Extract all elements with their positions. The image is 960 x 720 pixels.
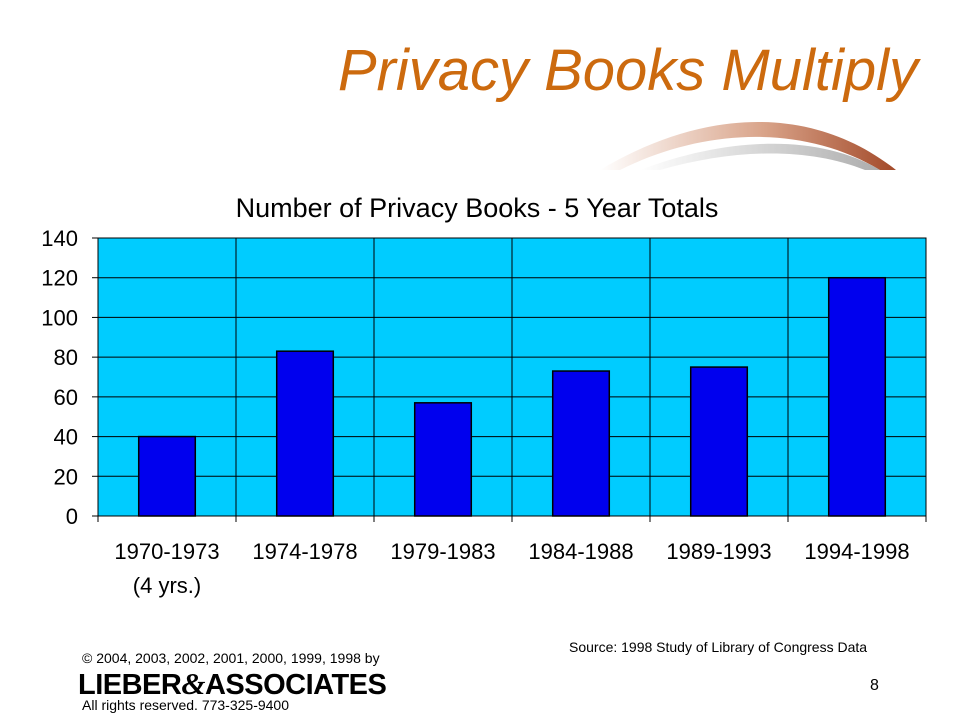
copyright-notice: © 2004, 2003, 2002, 2001, 2000, 1999, 19…: [82, 650, 380, 666]
bar-1979-1983: [413, 402, 473, 517]
bar-1989-1993: [689, 366, 749, 517]
x-tick-label: 1979-1983: [390, 539, 495, 564]
y-tick-label: 40: [54, 425, 78, 450]
logo-text-right: ASSOCIATES: [204, 669, 387, 701]
y-tick-label: 0: [66, 504, 78, 529]
source-note: Source: 1998 Study of Library of Congres…: [569, 639, 868, 655]
slide-title: Privacy Books Multiply: [337, 38, 918, 103]
y-tick-label: 120: [41, 266, 78, 291]
bar-1984-1988: [551, 370, 611, 517]
x-tick-label: 1974-1978: [252, 539, 357, 564]
bar-1974-1978: [275, 350, 335, 517]
x-tick-label: 1989-1993: [666, 539, 771, 564]
x-tick-label: 1994-1998: [804, 539, 909, 564]
chart-title: Number of Privacy Books - 5 Year Totals: [236, 193, 719, 223]
bars: [137, 276, 887, 517]
y-tick-label: 100: [41, 305, 78, 330]
page-number: 8: [870, 677, 879, 694]
y-tick-label: 60: [54, 385, 78, 410]
y-tick-label: 80: [54, 345, 78, 370]
rights-notice: All rights reserved. 773-325-9400: [82, 697, 290, 713]
x-tick-label: 1970-1973: [114, 539, 219, 564]
y-tick-label: 20: [54, 464, 78, 489]
logo-ampersand: &: [181, 666, 205, 701]
company-logo: LIEBER&ASSOCIATES: [78, 666, 387, 701]
bar-1970-1973: [137, 435, 197, 517]
bar-1994-1998: [827, 276, 887, 517]
y-tick-label: 140: [41, 226, 78, 251]
y-axis-tick-labels: 0 20 40 60 80 100 120 140: [41, 226, 78, 529]
x-tick-note: (4 yrs.): [133, 573, 201, 598]
logo-text-left: LIEBER: [78, 669, 182, 701]
grid-lines: [92, 237, 927, 522]
x-axis-tick-labels: 1970-1973 (4 yrs.) 1974-1978 1979-1983 1984-…: [114, 539, 909, 598]
x-tick-label: 1984-1988: [528, 539, 633, 564]
decorative-swoosh: [600, 121, 896, 170]
